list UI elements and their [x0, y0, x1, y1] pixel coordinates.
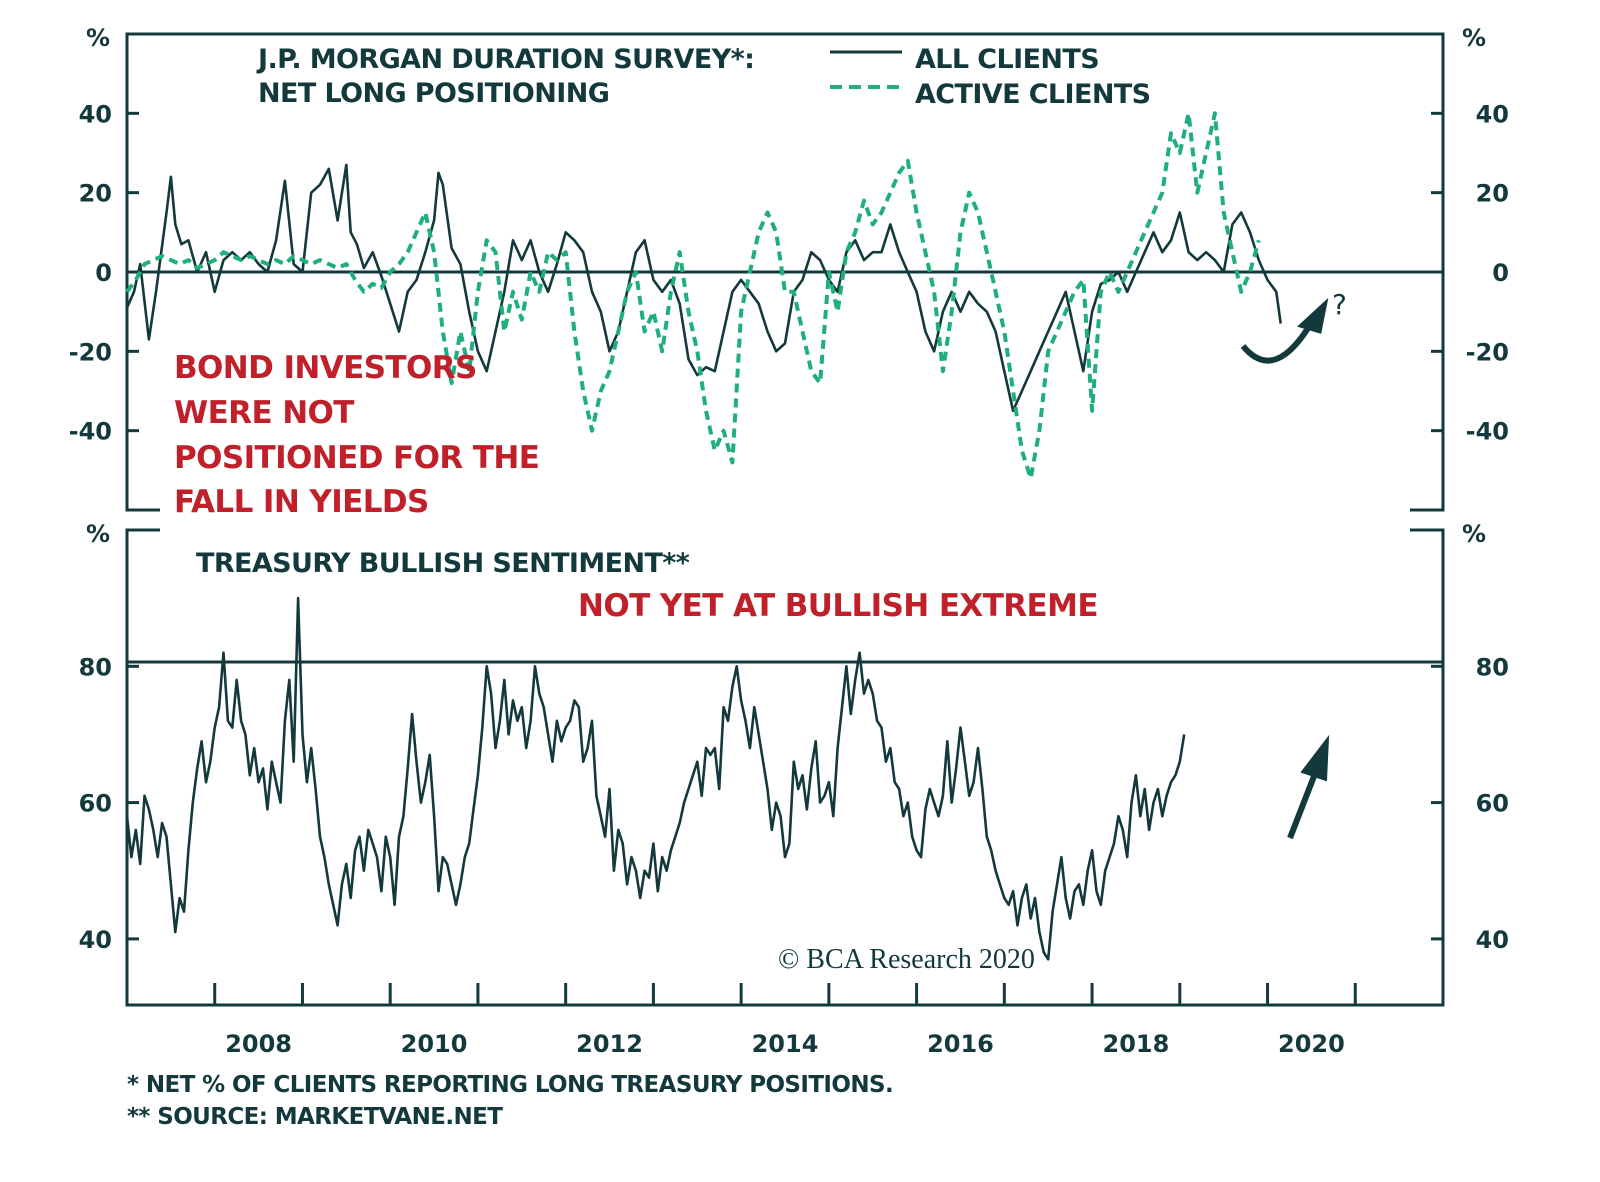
top-series-group [125, 111, 1282, 481]
x-tick-label: 2016 [927, 1030, 994, 1058]
footnote-1: * NET % OF CLIENTS REPORTING LONG TREASU… [127, 1072, 893, 1098]
y-tick-label-right: 20 [1476, 180, 1509, 208]
y-tick-label-left: 40 [79, 926, 112, 954]
x-tick-label: 2020 [1278, 1030, 1345, 1058]
y-tick-label-left: 60 [79, 790, 112, 818]
top-panel-frame [125, 32, 1445, 512]
y-tick-label-right: 40 [1476, 100, 1509, 128]
bottom-left-unit-label: % [86, 520, 110, 548]
up-arrow-icon [1287, 734, 1330, 840]
curved-arrow-icon [1240, 297, 1329, 364]
series-line-treasury-bullish-sentiment [125, 596, 1186, 961]
top-panel: 40 40 20 20 0 0 -20 -20 -40 -40 % % J.P. MORGAN D… [69, 24, 1509, 520]
copyright-label: © BCA Research 2020 [778, 944, 1035, 975]
x-tick-label: 2012 [576, 1030, 643, 1058]
x-axis-ticks [213, 983, 1357, 1005]
footnote-2: ** SOURCE: MARKETVANE.NET [127, 1104, 503, 1130]
top-y-ticks: 40 40 20 20 0 0 -20 -20 -40 -40 [69, 100, 1509, 445]
x-axis-labels: 2008 2010 2012 2014 2016 2018 2020 [225, 1030, 1345, 1058]
bottom-panel-frame [125, 528, 1445, 1007]
red-note-line2: WERE NOT [174, 395, 354, 431]
series-line-active-clients [125, 111, 1261, 481]
x-tick-label: 2018 [1103, 1030, 1170, 1058]
y-tick-label-right: 60 [1476, 790, 1509, 818]
y-tick-label-left: 20 [79, 180, 112, 208]
top-chart-title-line1: J.P. MORGAN DURATION SURVEY*: [256, 44, 754, 75]
y-tick-label-left: -20 [69, 338, 112, 366]
x-tick-label: 2010 [401, 1030, 468, 1058]
y-tick-label-left: 0 [95, 259, 112, 287]
x-tick-label: 2008 [225, 1030, 292, 1058]
x-tick-label: 2014 [752, 1030, 819, 1058]
top-right-unit-label: % [1462, 24, 1486, 52]
bottom-red-note: NOT YET AT BULLISH EXTREME [578, 588, 1098, 624]
bottom-series-group [125, 596, 1186, 961]
y-tick-label-left: 80 [79, 653, 112, 681]
y-tick-label-right: -40 [1466, 418, 1509, 446]
y-tick-label-right: -20 [1466, 338, 1509, 366]
red-note-line1: BOND INVESTORS [174, 350, 477, 386]
y-tick-label-left: -40 [69, 418, 112, 446]
top-left-unit-label: % [86, 24, 110, 52]
legend: ALL CLIENTS ACTIVE CLIENTS [830, 44, 1151, 110]
y-tick-label-right: 0 [1492, 259, 1509, 287]
red-note-line4: FALL IN YIELDS [174, 484, 429, 520]
y-tick-label-right: 40 [1476, 926, 1509, 954]
y-tick-label-right: 80 [1476, 653, 1509, 681]
red-note-line3: POSITIONED FOR THE [174, 440, 539, 476]
legend-active-clients-label: ACTIVE CLIENTS [915, 79, 1150, 110]
top-chart-title-line2: NET LONG POSITIONING [258, 78, 609, 109]
bottom-panel: 80 80 60 60 40 40 % % TREASURY BULLISH SENTIM… [79, 520, 1509, 1058]
bottom-chart-title: TREASURY BULLISH SENTIMENT** [196, 548, 690, 579]
bottom-right-unit-label: % [1462, 520, 1486, 548]
y-tick-label-left: 40 [79, 100, 112, 128]
bottom-y-ticks: 80 80 60 60 40 40 [79, 653, 1509, 954]
red-annotation: BOND INVESTORS WERE NOT POSITIONED FOR T… [174, 350, 540, 520]
question-mark: ? [1332, 288, 1347, 321]
legend-all-clients-label: ALL CLIENTS [915, 44, 1099, 75]
